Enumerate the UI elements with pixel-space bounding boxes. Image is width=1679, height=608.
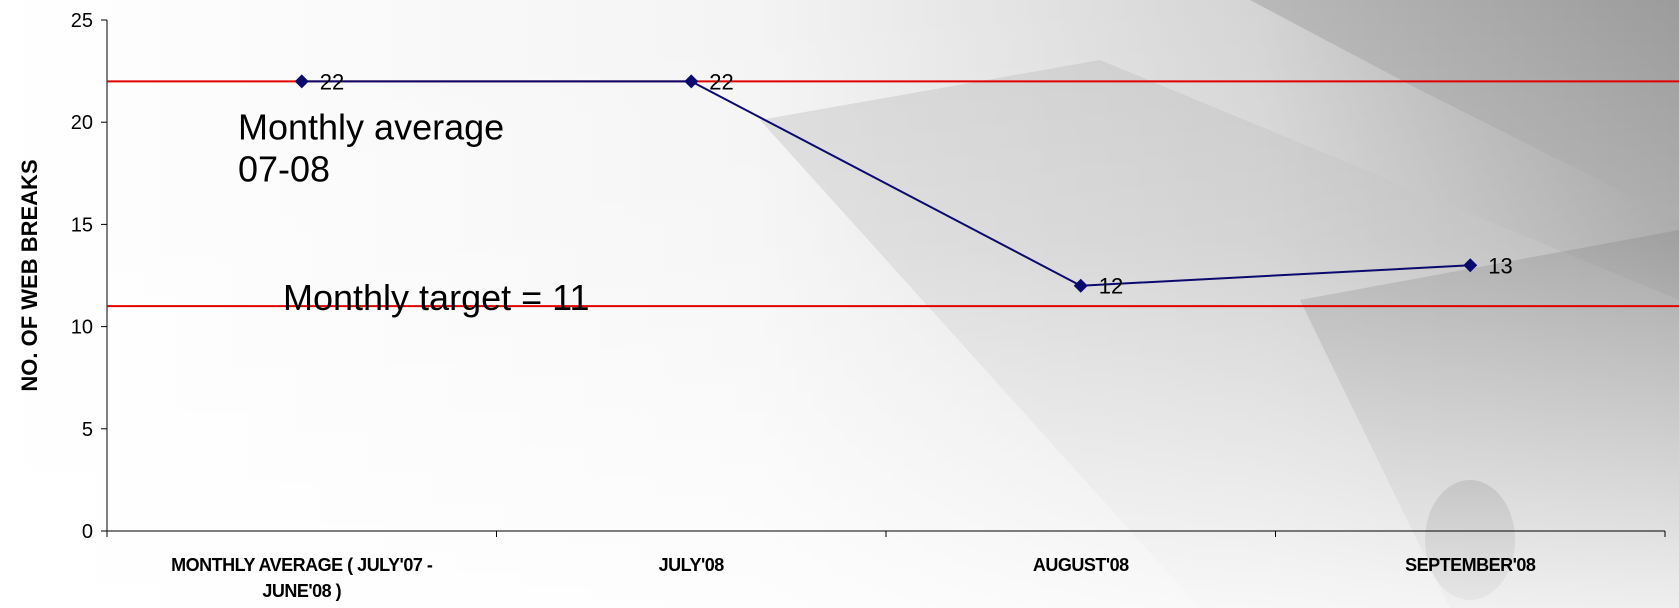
series-line — [301, 80, 1471, 287]
x-tick-label: SEPTEMBER'08 — [1405, 555, 1536, 575]
data-point-marker — [294, 74, 309, 89]
y-tick-label: 15 — [71, 214, 93, 236]
reference-line-label: Monthly target = 11 — [283, 277, 590, 318]
reference-line-label: Monthly average — [238, 106, 504, 147]
x-tick-label: JULY'08 — [659, 555, 725, 575]
data-label: 22 — [320, 69, 344, 94]
y-tick-label: 0 — [82, 521, 93, 543]
x-tick-label: MONTHLY AVERAGE ( JULY'07 - — [171, 555, 433, 575]
y-tick-label: 10 — [71, 317, 93, 339]
x-tick-label: JUNE'08 ) — [262, 581, 341, 601]
reference-line-label: 07-08 — [238, 148, 330, 189]
data-point-marker — [684, 74, 699, 89]
y-axis-title: NO. OF WEB BREAKS — [17, 159, 42, 391]
data-point-marker — [1463, 258, 1478, 273]
data-label: 12 — [1099, 274, 1123, 299]
data-label: 13 — [1488, 253, 1512, 278]
data-point-marker — [1073, 278, 1088, 293]
y-tick-label: 25 — [71, 10, 93, 32]
data-label: 22 — [709, 69, 733, 94]
x-tick-label: AUGUST'08 — [1033, 555, 1129, 575]
y-tick-label: 20 — [71, 112, 93, 134]
y-tick-label: 5 — [82, 419, 93, 441]
